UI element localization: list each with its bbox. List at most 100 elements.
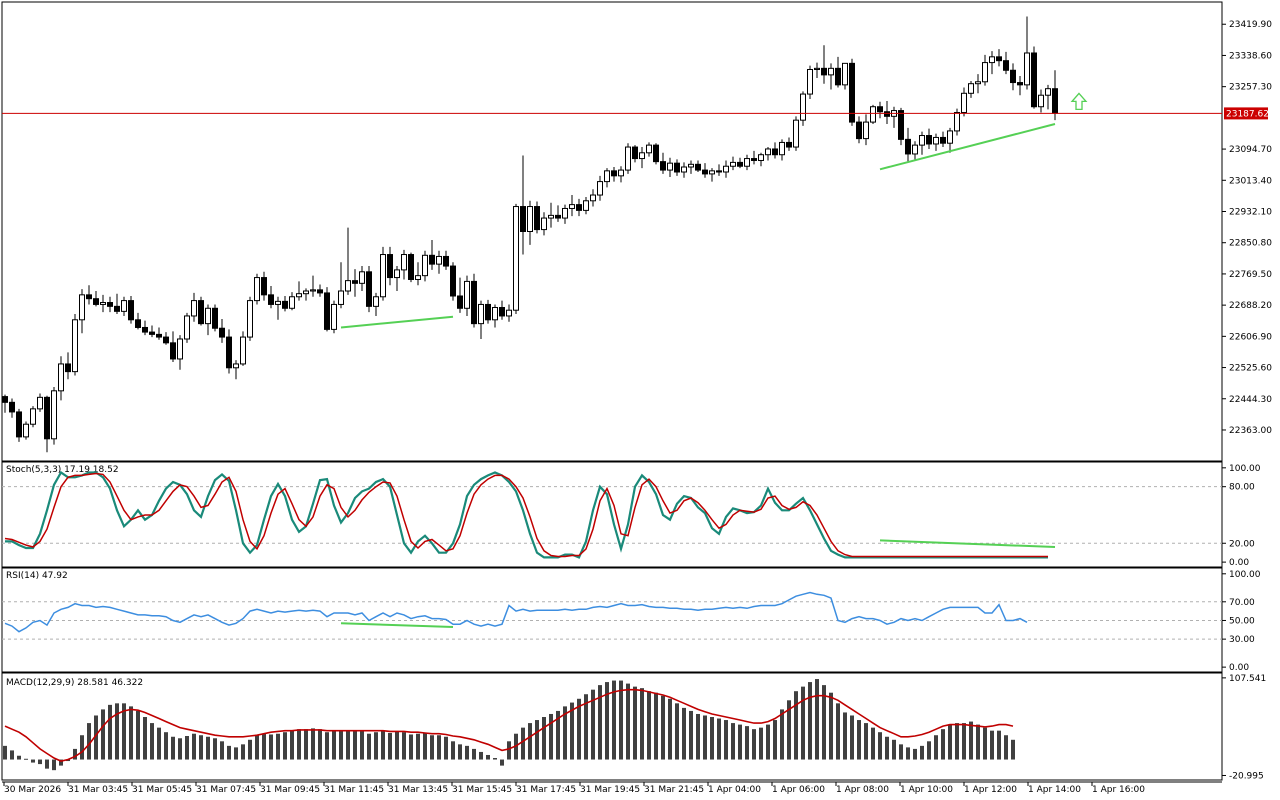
candle <box>1052 88 1058 114</box>
macd-bar <box>241 744 245 760</box>
macd-bar <box>577 698 581 760</box>
macd-bar <box>38 759 42 765</box>
candle <box>492 307 498 321</box>
macd-bar <box>437 735 441 760</box>
candle <box>324 292 330 330</box>
macd-bar <box>423 732 427 760</box>
candle <box>968 83 974 94</box>
macd-bar <box>318 729 322 760</box>
macd-bar <box>45 759 49 769</box>
candle <box>723 165 729 173</box>
candle <box>660 161 666 171</box>
macd-bar <box>591 689 595 760</box>
time-tick-label: 31 Mar 07:45 <box>196 785 256 795</box>
macd-bar <box>171 736 175 760</box>
candle <box>835 67 841 86</box>
stoch-tick-label: 80.00 <box>1229 483 1255 493</box>
candle <box>611 170 617 177</box>
candle <box>597 181 603 196</box>
candle <box>842 62 848 86</box>
stoch-tick-label: 100.00 <box>1229 464 1261 474</box>
macd-tick-label: 107.541 <box>1229 674 1266 684</box>
candle <box>765 148 771 156</box>
candle <box>107 302 113 307</box>
candle <box>520 206 526 233</box>
candle <box>296 293 302 298</box>
macd-bar <box>857 720 861 760</box>
candle <box>212 307 218 329</box>
macd-bar <box>472 748 476 760</box>
candle <box>716 170 722 173</box>
macd-bar <box>738 724 742 760</box>
candle <box>198 300 204 325</box>
candle <box>86 294 92 300</box>
time-tick-label: 31 Mar 09:45 <box>260 785 320 795</box>
macd-title: MACD(12,29,9) 28.581 46.322 <box>6 678 143 688</box>
time-tick-label: 31 Mar 21:45 <box>644 785 704 795</box>
stoch-divergence-line <box>879 539 1056 549</box>
rsi-tick-label: 50.00 <box>1229 616 1255 626</box>
candle <box>478 303 484 325</box>
candle <box>912 144 918 155</box>
candle <box>317 289 323 294</box>
macd-bar <box>983 727 987 760</box>
macd-bar <box>213 738 217 760</box>
candle <box>786 141 792 148</box>
candle <box>905 138 911 155</box>
stoch-series-line <box>4 472 1048 558</box>
candle <box>821 67 827 76</box>
macd-bar <box>829 692 833 760</box>
up-arrow-icon[interactable] <box>1070 92 1088 111</box>
macd-bar <box>304 729 308 760</box>
rsi-tick-label: 100.00 <box>1229 570 1261 580</box>
candle <box>345 280 351 292</box>
candle <box>450 265 456 297</box>
macd-bar <box>962 723 966 760</box>
macd-bar <box>710 717 714 760</box>
candle <box>849 62 855 123</box>
macd-bar <box>115 703 119 760</box>
candle <box>548 214 554 219</box>
macd-bar <box>955 723 959 760</box>
macd-bar <box>3 745 7 760</box>
candle <box>744 158 750 167</box>
candle <box>401 254 407 271</box>
candle <box>282 300 288 309</box>
price-tick-label: 22444.30 <box>1229 395 1272 405</box>
candle <box>898 110 904 140</box>
macd-bar <box>52 759 56 771</box>
macd-bar <box>689 710 693 760</box>
macd-bar <box>325 732 329 760</box>
macd-bar <box>801 686 805 760</box>
macd-bar <box>353 731 357 760</box>
candle <box>702 169 708 175</box>
time-tick-label: 31 Mar 11:45 <box>324 785 384 795</box>
candle <box>590 194 596 202</box>
macd-bar <box>430 735 434 760</box>
candle <box>366 271 372 307</box>
candle <box>240 336 246 365</box>
candle <box>485 303 491 321</box>
candle <box>779 141 785 156</box>
price-tick-label: 23013.40 <box>1229 176 1272 186</box>
time-tick-label: 1 Apr 16:00 <box>1092 785 1145 795</box>
macd-bar <box>913 748 917 760</box>
candle <box>261 277 267 296</box>
candle <box>436 255 442 265</box>
macd-bar <box>451 741 455 760</box>
price-tick-label: 22769.50 <box>1229 270 1272 280</box>
macd-bar <box>178 738 182 760</box>
candle <box>870 106 876 123</box>
macd-bar <box>101 709 105 760</box>
candle <box>919 135 925 146</box>
candle <box>534 206 540 231</box>
candle <box>44 396 50 440</box>
candle <box>380 254 386 298</box>
candle <box>646 144 652 154</box>
macd-bar <box>675 703 679 760</box>
macd-bar <box>269 734 273 760</box>
candle <box>653 144 659 163</box>
candle <box>926 135 932 145</box>
